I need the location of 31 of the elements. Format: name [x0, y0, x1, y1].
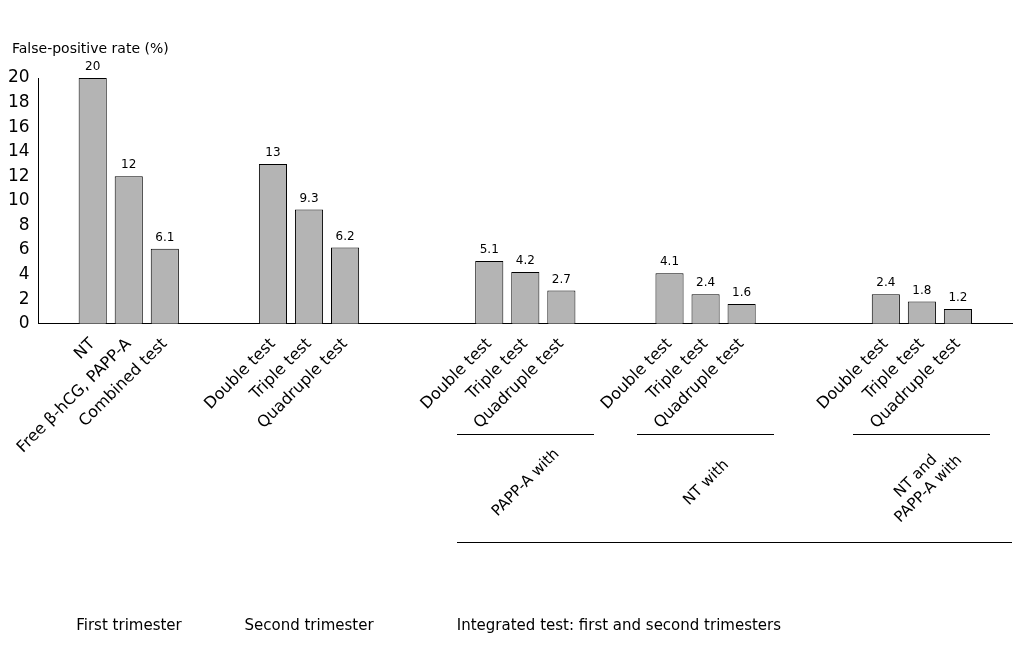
- y-tick-label: 0: [18, 312, 30, 333]
- data-label: 13: [265, 145, 281, 160]
- data-label: 2.7: [551, 271, 571, 286]
- y-tick-label: 10: [7, 189, 30, 210]
- data-label: 2.4: [876, 275, 896, 290]
- y-tick-label: 6: [18, 238, 30, 259]
- data-label: 2.4: [696, 275, 716, 290]
- data-label: 1.2: [948, 290, 968, 305]
- text: First trimester: [76, 616, 182, 634]
- data-label: 6.1: [155, 229, 175, 244]
- text: Second trimester: [244, 616, 374, 634]
- text: Integrated test: first and second trimesters: [456, 616, 782, 634]
- data-label: 1.6: [732, 285, 752, 300]
- data-label: 9.3: [299, 190, 319, 205]
- y-tick-label: 4: [18, 262, 30, 283]
- y-tick-label: 16: [7, 115, 30, 136]
- y-tick-label: 14: [7, 140, 30, 161]
- y-axis-title: False-positive rate (%): [12, 40, 169, 56]
- data-label: 4.2: [515, 253, 535, 268]
- data-label: 20: [85, 59, 101, 74]
- data-label: 5.1: [479, 242, 499, 257]
- y-tick-label: 8: [18, 213, 30, 234]
- y-tick-label: 2: [18, 287, 30, 308]
- y-tick-label: 20: [7, 66, 30, 87]
- y-tick-label: 12: [7, 164, 30, 185]
- data-label: 1.8: [912, 282, 932, 297]
- data-label: 12: [121, 157, 137, 172]
- text: NT with: [679, 455, 733, 509]
- y-tick-label: 18: [7, 90, 30, 111]
- data-label: 6.2: [335, 228, 355, 243]
- data-label: 4.1: [659, 254, 680, 269]
